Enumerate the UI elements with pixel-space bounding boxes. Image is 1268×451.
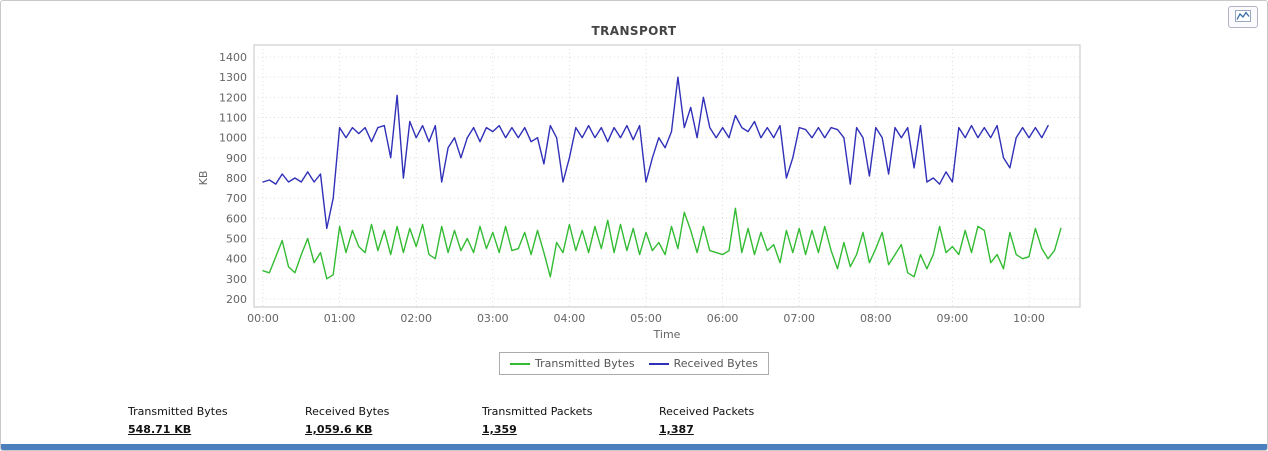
svg-text:1200: 1200 (219, 91, 247, 104)
transport-line-chart: 200 300 400 500 600 700 800 900 1000 1100 1200 1300… (197, 44, 1081, 341)
chart-export-button[interactable] (1228, 6, 1258, 28)
legend-box: Transmitted Bytes Received Bytes (498, 352, 769, 375)
chart-title: TRANSPORT (591, 24, 677, 38)
legend-label-transmitted: Transmitted Bytes (534, 357, 635, 370)
svg-text:500: 500 (226, 233, 247, 246)
svg-text:900: 900 (226, 152, 247, 165)
svg-text:03:00: 03:00 (477, 312, 509, 325)
svg-text:700: 700 (226, 192, 247, 205)
received-line-swatch (648, 362, 669, 365)
svg-text:04:00: 04:00 (554, 312, 586, 325)
svg-text:400: 400 (226, 253, 247, 266)
svg-text:00:00: 00:00 (247, 312, 279, 325)
svg-text:600: 600 (226, 212, 247, 225)
svg-text:300: 300 (226, 273, 247, 286)
svg-text:10:00: 10:00 (1013, 312, 1045, 325)
stat-label: Received Bytes (305, 405, 390, 418)
svg-text:08:00: 08:00 (860, 312, 892, 325)
svg-text:01:00: 01:00 (324, 312, 356, 325)
stat-value-link[interactable]: 1,059.6 KB (305, 423, 373, 436)
legend-label-received: Received Bytes (673, 357, 758, 370)
bottom-accent-bar (1, 444, 1267, 450)
svg-text:07:00: 07:00 (783, 312, 815, 325)
stat-label: Transmitted Bytes (128, 405, 228, 418)
stat-received-packets: Received Packets 1,387 (659, 405, 836, 437)
svg-text:1300: 1300 (219, 71, 247, 84)
svg-text:800: 800 (226, 172, 247, 185)
stat-received-bytes: Received Bytes 1,059.6 KB (305, 405, 482, 437)
legend-item-transmitted-bytes[interactable]: Transmitted Bytes (509, 357, 635, 370)
stat-transmitted-packets: Transmitted Packets 1,359 (482, 405, 659, 437)
stat-value-link[interactable]: 548.71 KB (128, 423, 192, 436)
svg-text:02:00: 02:00 (400, 312, 432, 325)
svg-text:1100: 1100 (219, 112, 247, 125)
chart-legend: Transmitted Bytes Received Bytes (1, 352, 1267, 375)
stat-value-link[interactable]: 1,387 (659, 423, 694, 436)
svg-text:Time: Time (653, 328, 681, 341)
svg-text:05:00: 05:00 (630, 312, 662, 325)
svg-text:06:00: 06:00 (707, 312, 739, 325)
stats-row: Transmitted Bytes 548.71 KB Received Byt… (128, 405, 836, 437)
svg-text:200: 200 (226, 293, 247, 306)
svg-text:1400: 1400 (219, 51, 247, 64)
transmitted-line-swatch (509, 362, 530, 365)
stat-transmitted-bytes: Transmitted Bytes 548.71 KB (128, 405, 305, 437)
stat-value-link[interactable]: 1,359 (482, 423, 517, 436)
svg-text:1000: 1000 (219, 132, 247, 145)
stat-label: Transmitted Packets (482, 405, 593, 418)
svg-text:09:00: 09:00 (937, 312, 969, 325)
legend-item-received-bytes[interactable]: Received Bytes (648, 357, 758, 370)
stat-label: Received Packets (659, 405, 755, 418)
chart-icon (1235, 9, 1251, 25)
svg-text:KB: KB (197, 171, 210, 186)
